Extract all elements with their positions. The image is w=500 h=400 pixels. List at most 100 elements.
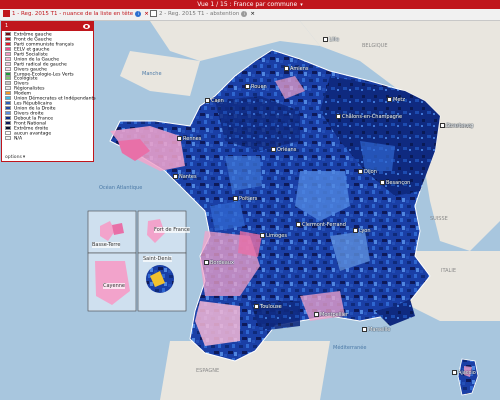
legend-item-label: Divers droite xyxy=(14,111,44,117)
city-label: Orléans xyxy=(271,147,296,153)
city-label: Amiens xyxy=(284,66,309,72)
legend-swatch xyxy=(5,91,11,96)
checkbox-icon[interactable] xyxy=(150,10,157,17)
info-icon[interactable]: i xyxy=(135,10,142,17)
layer-tabs: 1 - Reg. 2015 T1 - nuance de la liste en… xyxy=(0,9,500,21)
tab-layer-2[interactable]: 2 - Reg. 2015 T1 - abstention i × xyxy=(150,9,255,20)
tab-layer-1[interactable]: 1 - Reg. 2015 T1 - nuance de la liste en… xyxy=(3,9,149,20)
city-label: Montpellier xyxy=(314,312,348,318)
corsica-region[interactable] xyxy=(457,358,479,396)
legend-swatch xyxy=(5,111,11,115)
legend-item-label: Parti communiste français xyxy=(14,42,74,48)
view-title-bar[interactable]: Vue 1 / 15 : France par commune ▾ xyxy=(0,0,500,9)
legend-swatch xyxy=(5,56,11,61)
legend-swatch xyxy=(5,86,11,91)
country-label: BELGIQUE xyxy=(362,43,388,49)
legend-swatch xyxy=(5,115,11,120)
legend-item[interactable]: Divers gauche xyxy=(5,66,93,73)
legend-swatch xyxy=(5,125,11,130)
legend-item[interactable]: Extrême gauche xyxy=(5,32,93,38)
legend-swatch xyxy=(5,51,11,56)
city-label: Dijon xyxy=(358,169,377,175)
legend-swatch xyxy=(5,106,11,111)
legend-item[interactable]: Divers droite xyxy=(5,111,93,117)
legend-item[interactable]: Front de Gauche xyxy=(5,36,93,43)
legend-item-label: Union de la Gauche xyxy=(14,57,60,63)
legend-item[interactable]: Union de la Droite xyxy=(5,106,93,112)
options-dropdown[interactable]: options xyxy=(5,155,25,160)
legend-item-label: Union Démocrates et Indépendants xyxy=(14,96,96,102)
legend-item[interactable]: Divers xyxy=(5,81,93,87)
legend-item[interactable]: Front National xyxy=(5,120,93,127)
city-label: Nantes xyxy=(173,174,197,180)
legend-swatch xyxy=(5,130,11,135)
legend-item[interactable]: EELV et gauche xyxy=(5,46,93,53)
legend-swatch xyxy=(5,46,11,51)
city-label: Lyon xyxy=(353,228,371,234)
close-icon[interactable]: × xyxy=(144,11,149,17)
legend-item-label: Divers xyxy=(14,81,29,87)
city-label: Clermont-Ferrand xyxy=(296,222,346,228)
city-label: Bordeaux xyxy=(204,260,234,266)
city-label: Rouen xyxy=(245,84,267,90)
city-label: Poitiers xyxy=(233,196,257,202)
legend-item-label: Front de Gauche xyxy=(14,37,52,43)
close-icon[interactable]: × xyxy=(250,11,255,17)
legend-item[interactable]: Parti radical de gauche xyxy=(5,61,93,68)
legend-item-label: Union de la Droite xyxy=(14,106,56,112)
legend-item-label: aucun avantage xyxy=(14,131,52,137)
city-label: Caen xyxy=(205,98,224,104)
legend-item[interactable]: Régionalistes xyxy=(5,86,93,92)
legend-item-label: EELV et gauche xyxy=(14,47,50,53)
legend-item[interactable]: aucun avantage xyxy=(5,130,93,137)
legend-item-label: Extrême gauche xyxy=(14,32,52,38)
legend-item-label: Debout la France xyxy=(14,116,54,122)
legend-number: 1 xyxy=(5,23,9,29)
legend-swatch xyxy=(5,36,11,41)
legend-item-label: Divers gauche xyxy=(14,67,48,73)
checkbox-icon[interactable] xyxy=(3,10,10,17)
legend-swatch xyxy=(5,41,11,46)
legend-item-label: Régionalistes xyxy=(14,86,45,92)
country-label: ITALIE xyxy=(441,268,456,274)
legend-item-label: Parti radical de gauche xyxy=(14,62,67,68)
legend-swatch xyxy=(5,135,11,140)
legend-item[interactable]: Extrême droite xyxy=(5,125,93,131)
city-label: Limoges xyxy=(260,233,287,239)
legend-item[interactable]: Parti Socialiste xyxy=(5,51,93,58)
legend-header: 1 xyxy=(2,22,93,31)
legend-item-label: Modem xyxy=(14,91,31,97)
legend-item[interactable]: Ecologiste xyxy=(5,76,93,82)
inset-label: Cayenne xyxy=(103,283,126,289)
legend-item[interactable]: Debout la France xyxy=(5,115,93,122)
chevron-down-icon[interactable]: ▾ xyxy=(300,2,303,8)
legend-item-label: N/A xyxy=(14,136,23,142)
sea-label: Océan Atlantique xyxy=(99,185,143,191)
legend-item[interactable]: Parti communiste français xyxy=(5,41,93,48)
eye-icon[interactable] xyxy=(83,24,90,29)
city-label: Ajaccio xyxy=(452,370,476,376)
view-title: Vue 1 / 15 : France par commune xyxy=(197,1,298,8)
legend-item-label: Front National xyxy=(14,121,47,127)
legend-item[interactable]: N/A xyxy=(5,135,93,142)
legend-list: Extrême gauche Front de Gauche Parti commu… xyxy=(2,31,96,142)
legend-item[interactable]: Europe-Ecologie-Les Verts xyxy=(5,71,93,77)
country-label: ESPAGNE xyxy=(196,368,220,374)
legend-item[interactable]: Union Démocrates et Indépendants xyxy=(5,96,96,102)
sea-label: Méditerranée xyxy=(333,345,367,351)
legend-item-label: Ecologiste xyxy=(14,76,38,82)
city-label: Marseille xyxy=(362,327,390,333)
legend-item-label: Parti Socialiste xyxy=(14,52,48,58)
tab-label: 1 - Reg. 2015 T1 - nuance de la liste en… xyxy=(12,11,134,17)
legend-item[interactable]: Union de la Gauche xyxy=(5,56,93,63)
city-label: Strasbourg xyxy=(440,123,473,129)
legend-item-label: Europe-Ecologie-Les Verts xyxy=(14,72,74,77)
inset-label: Fort de France xyxy=(154,227,190,233)
legend-item[interactable]: Modem xyxy=(5,91,93,97)
country-label: SUISSE xyxy=(430,216,448,222)
legend-item[interactable]: Les Républicains xyxy=(5,101,93,107)
info-icon[interactable]: i xyxy=(241,10,248,17)
city-label: Rennes xyxy=(177,136,201,142)
city-label: Lille xyxy=(323,37,339,43)
legend-panel: 1 Extrême gauche Front de Gauche Parti com… xyxy=(1,21,96,162)
